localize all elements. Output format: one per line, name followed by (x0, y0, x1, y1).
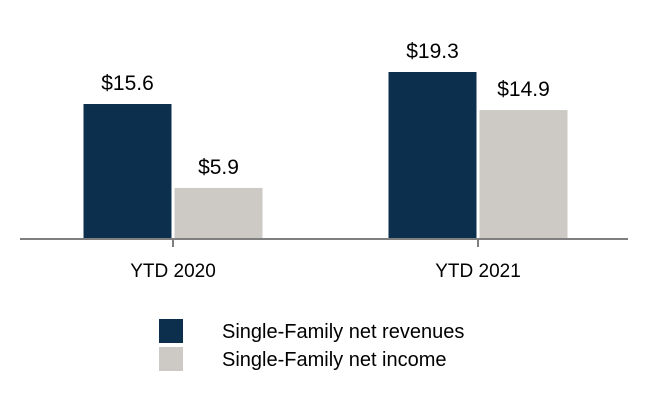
bars-group (83, 72, 568, 240)
data-label-income-1: $14.9 (497, 78, 550, 101)
x-tick-label-0: YTD 2020 (130, 261, 216, 282)
x-tick-label-1: YTD 2021 (435, 261, 521, 282)
bar-revenues-1 (388, 72, 477, 239)
data-label-revenues-0: $15.6 (101, 72, 154, 95)
bar-income-0 (174, 187, 263, 239)
legend-label-revenues: Single-Family net revenues (222, 321, 464, 343)
x-axis-ticks (172, 239, 479, 247)
data-labels-group: $15.6 $5.9 $19.3 $14.9 (101, 40, 550, 179)
legend-label-income: Single-Family net income (222, 349, 447, 371)
x-axis-tick-labels: YTD 2020 YTD 2021 (130, 261, 521, 282)
legend-swatch-revenues (159, 319, 183, 343)
legend: Single-Family net revenues Single-Family … (159, 319, 464, 371)
legend-swatch-income (159, 347, 183, 371)
data-label-income-0: $5.9 (198, 156, 239, 179)
bar-revenues-0 (83, 104, 172, 240)
data-label-revenues-1: $19.3 (406, 40, 459, 63)
bar-income-1 (479, 110, 568, 239)
